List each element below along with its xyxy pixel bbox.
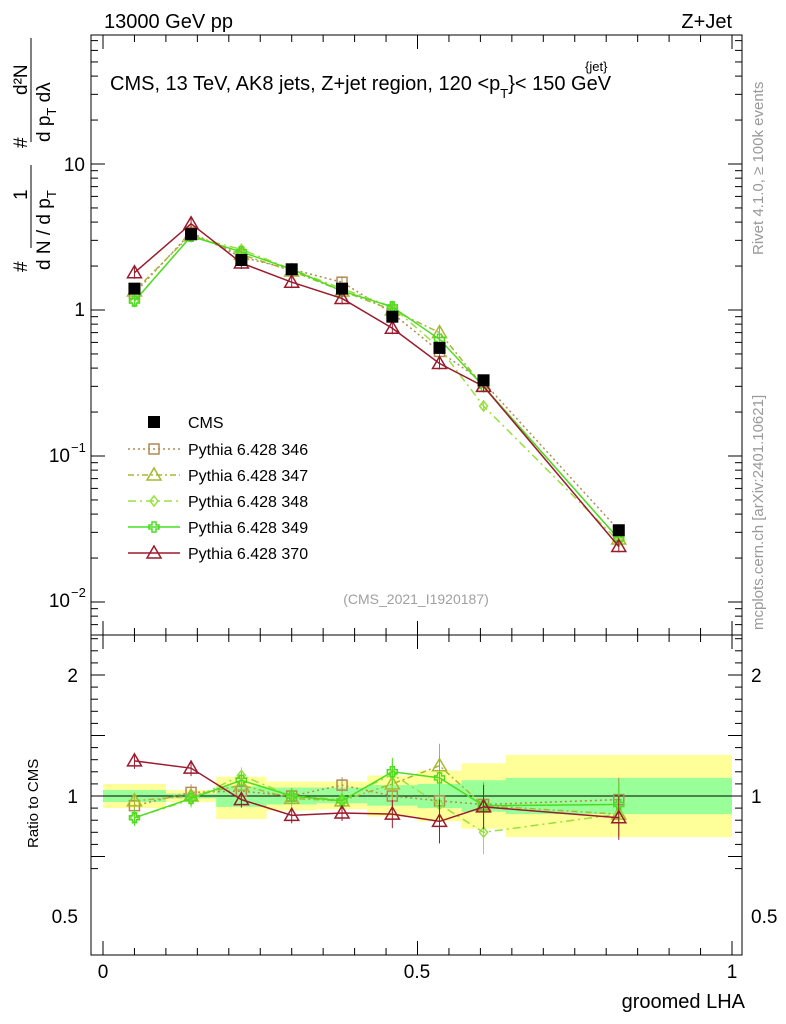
plot-title-main: CMS, 13 TeV, AK8 jets, Z+jet region, 120… [110, 73, 500, 95]
plot-title-sub: T [500, 86, 508, 101]
ratio-point-p348 [478, 826, 489, 839]
ratio-point-p346 [336, 779, 348, 791]
y-axis-label-main: # 1 d N / d pT # d²N d pT dλ [11, 38, 59, 272]
y-tick-label-0.01: 10 [49, 591, 70, 612]
main-point-cms [336, 282, 349, 295]
main-point-p370 [431, 355, 448, 370]
legend-label-347: Pythia 6.428 347 [188, 468, 308, 485]
legend-label-370: Pythia 6.428 370 [188, 546, 308, 563]
main-point-p370 [610, 538, 628, 553]
ratio-point-p349 [128, 812, 141, 824]
main-point-p370 [384, 319, 401, 334]
main-point-p349 [235, 246, 248, 258]
main-line-p346 [133, 231, 620, 531]
plot-title-sup: {jet} [585, 59, 608, 74]
main-point-p349 [386, 301, 399, 313]
main-point-p370 [126, 264, 143, 279]
y-tick-exp-0.01: −2 [71, 585, 86, 600]
ratio-point-p349 [285, 790, 298, 802]
x-tick-label-1: 1 [727, 962, 738, 983]
y-tick-exp-0.1: −1 [71, 440, 86, 455]
ratio-point-p349 [433, 772, 446, 784]
main-point-p370 [283, 273, 301, 288]
y-label-hash-2: # [11, 137, 32, 148]
ratio-point-p370 [233, 791, 250, 806]
y-tick-label-0.1: 10 [49, 446, 70, 467]
legend-label-349: Pythia 6.428 349 [188, 520, 308, 537]
main-point-cms [185, 228, 198, 241]
ratio-point-p349 [336, 795, 348, 807]
main-point-cms [235, 254, 248, 267]
ratio-point-p347 [384, 775, 401, 790]
legend-label-348: Pythia 6.428 348 [188, 494, 308, 511]
ratio-series-layer [126, 743, 628, 855]
ratio-tick-label-0.5-right: 0.5 [751, 907, 777, 928]
legend-label-346: Pythia 6.428 346 [188, 442, 308, 459]
ratio-point-p370 [333, 804, 351, 819]
main-point-cms [386, 310, 399, 323]
y-label-dpt-dlambda: d pT dλ [34, 82, 59, 142]
y-label-hash-1: # [11, 261, 32, 272]
ratio-tick-label-2-right: 2 [751, 666, 762, 687]
main-point-p348 [478, 399, 489, 413]
rivet-version: Rivet 4.1.0, ≥ 100k events [750, 82, 767, 255]
ratio-tick-label-1-left: 1 [67, 787, 78, 808]
main-point-cms [477, 374, 490, 387]
mcplots-credit: mcplots.cern.ch [arXiv:2401.10621] [750, 395, 767, 630]
ratio-point-p370 [283, 806, 301, 822]
main-point-p370 [333, 289, 351, 305]
ratio-point-p349 [613, 798, 625, 811]
main-point-cms [128, 282, 141, 295]
ratio-tick-label-1-right: 1 [751, 787, 762, 808]
ratio-tick-label-0.5-left: 0.5 [52, 907, 78, 928]
legend-marker-p346 [148, 443, 160, 455]
legend-marker-cms [148, 416, 160, 428]
ratio-point-p349 [386, 766, 399, 778]
y-label-dn-dpt: d N / d pT [34, 190, 59, 270]
ratio-plot-frame [90, 634, 743, 956]
axis-ticks [91, 35, 742, 955]
y-label-d2n: d²N [11, 64, 32, 95]
ratio-point-p370 [475, 798, 492, 813]
process-label: Z+Jet [681, 11, 732, 33]
ratio-point-p370 [126, 752, 143, 767]
analysis-id: (CMS_2021_I1920187) [343, 591, 489, 607]
ratio-point-p347 [233, 776, 250, 791]
legend-marker-p348 [149, 494, 159, 508]
ratio-point-p370 [182, 759, 200, 774]
ratio-point-p349 [185, 792, 197, 805]
main-point-cms [433, 341, 446, 354]
ratio-point-p349 [235, 774, 248, 787]
x-tick-label-0.5: 0.5 [404, 962, 430, 983]
legend-marker-p347 [145, 466, 163, 481]
legend: CMS Pythia 6.428 346 Pythia 6.428 347 Py… [128, 415, 308, 563]
main-point-cms [285, 263, 298, 276]
main-point-p349 [433, 333, 446, 346]
ratio-point-p347 [126, 792, 143, 807]
plot-title: CMS, 13 TeV, AK8 jets, Z+jet region, 120… [110, 73, 612, 101]
y-tick-label-10: 10 [64, 155, 85, 176]
legend-marker-p370 [145, 544, 163, 559]
main-plot-frame [90, 34, 743, 636]
y-tick-label-1: 1 [74, 300, 85, 321]
legend-marker-p349 [148, 521, 160, 533]
energy-label: 13000 GeV pp [104, 11, 233, 33]
plot-title-tail: }< 150 GeV [508, 73, 612, 95]
y-tick-base-0.01: 10 [49, 591, 70, 612]
legend-label-cms: CMS [188, 415, 224, 432]
y-axis-label-ratio: Ratio to CMS [25, 759, 42, 848]
y-label-one: 1 [11, 189, 32, 200]
x-axis-label: groomed LHA [622, 991, 746, 1013]
ratio-tick-label-2-left: 2 [67, 666, 78, 687]
x-tick-label-0: 0 [98, 962, 109, 983]
ratio-point-p370 [610, 809, 628, 824]
main-point-p349 [128, 295, 141, 307]
ratio-point-p370 [384, 805, 401, 820]
main-series-layer [126, 215, 628, 553]
y-tick-base-0.1: 10 [49, 446, 70, 467]
ratio-point-p370 [431, 812, 448, 828]
main-point-cms [612, 524, 625, 537]
